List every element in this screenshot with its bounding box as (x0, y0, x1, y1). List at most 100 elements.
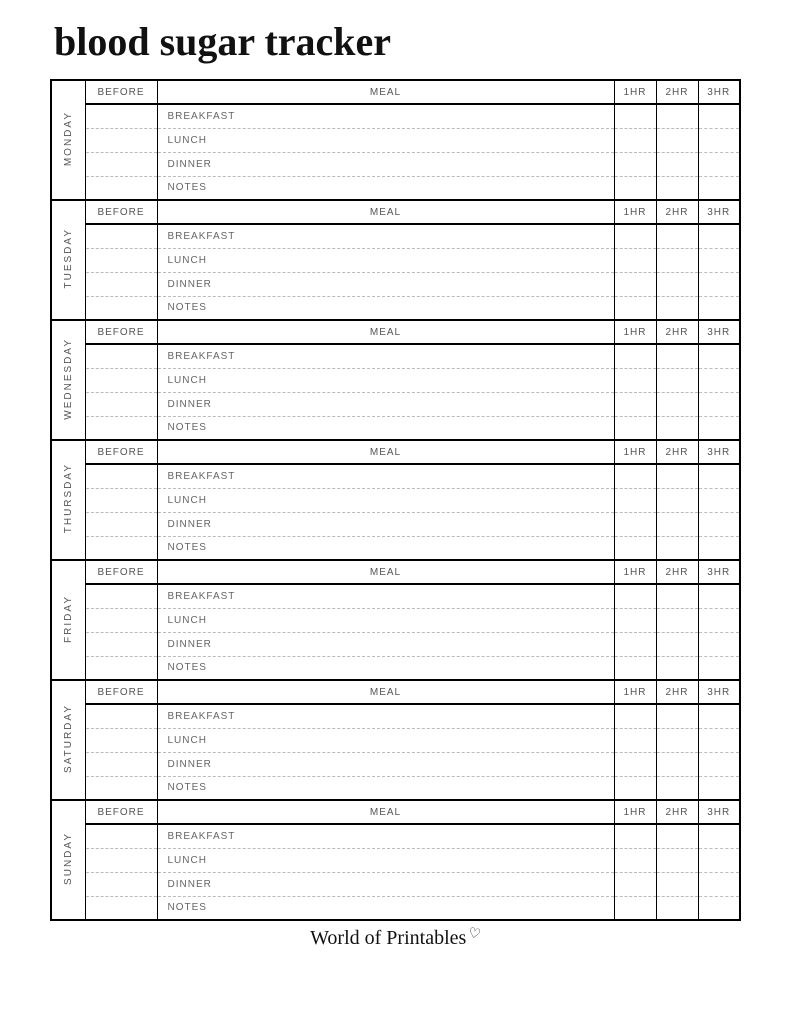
cell-meal-label: LUNCH (157, 128, 614, 152)
cell-before (85, 152, 157, 176)
cell-hr3 (698, 632, 740, 656)
column-header-hr2: 2HR (656, 560, 698, 584)
column-header-meal: MEAL (157, 440, 614, 464)
cell-before (85, 872, 157, 896)
cell-hr2 (656, 608, 698, 632)
cell-before (85, 848, 157, 872)
cell-meal-label: DINNER (157, 512, 614, 536)
data-row-breakfast: BREAKFAST (51, 344, 740, 368)
cell-hr1 (614, 104, 656, 128)
cell-hr3 (698, 248, 740, 272)
cell-hr3 (698, 464, 740, 488)
data-row-breakfast: BREAKFAST (51, 464, 740, 488)
cell-meal-label: NOTES (157, 656, 614, 680)
tracker-table: MONDAYBEFOREMEAL1HR2HR3HRBREAKFASTLUNCHD… (50, 79, 741, 921)
cell-hr1 (614, 752, 656, 776)
cell-before (85, 488, 157, 512)
cell-before (85, 536, 157, 560)
page-title: blood sugar tracker (54, 18, 741, 65)
cell-hr1 (614, 704, 656, 728)
cell-hr3 (698, 392, 740, 416)
cell-hr3 (698, 848, 740, 872)
cell-hr2 (656, 584, 698, 608)
cell-hr2 (656, 824, 698, 848)
column-header-hr2: 2HR (656, 680, 698, 704)
cell-hr2 (656, 248, 698, 272)
cell-meal-label: DINNER (157, 752, 614, 776)
day-header-row: WEDNESDAYBEFOREMEAL1HR2HR3HR (51, 320, 740, 344)
cell-hr3 (698, 368, 740, 392)
cell-meal-label: NOTES (157, 776, 614, 800)
cell-hr3 (698, 824, 740, 848)
cell-before (85, 416, 157, 440)
day-block-thursday: THURSDAYBEFOREMEAL1HR2HR3HRBREAKFASTLUNC… (51, 440, 740, 560)
cell-hr2 (656, 152, 698, 176)
column-header-before: BEFORE (85, 200, 157, 224)
cell-hr1 (614, 392, 656, 416)
column-header-hr1: 1HR (614, 440, 656, 464)
column-header-hr2: 2HR (656, 200, 698, 224)
cell-hr2 (656, 512, 698, 536)
cell-hr3 (698, 776, 740, 800)
cell-hr2 (656, 632, 698, 656)
cell-hr2 (656, 344, 698, 368)
cell-hr1 (614, 656, 656, 680)
cell-hr3 (698, 344, 740, 368)
cell-hr2 (656, 656, 698, 680)
column-header-hr2: 2HR (656, 800, 698, 824)
column-header-before: BEFORE (85, 80, 157, 104)
cell-meal-label: DINNER (157, 632, 614, 656)
cell-meal-label: BREAKFAST (157, 464, 614, 488)
cell-before (85, 224, 157, 248)
column-header-meal: MEAL (157, 200, 614, 224)
day-header-row: THURSDAYBEFOREMEAL1HR2HR3HR (51, 440, 740, 464)
column-header-hr3: 3HR (698, 200, 740, 224)
cell-before (85, 248, 157, 272)
data-row-notes: NOTES (51, 296, 740, 320)
cell-before (85, 392, 157, 416)
day-label: SUNDAY (63, 832, 74, 885)
data-row-breakfast: BREAKFAST (51, 704, 740, 728)
cell-hr1 (614, 296, 656, 320)
data-row-dinner: DINNER (51, 512, 740, 536)
cell-hr1 (614, 728, 656, 752)
day-label: MONDAY (63, 111, 74, 166)
day-block-sunday: SUNDAYBEFOREMEAL1HR2HR3HRBREAKFASTLUNCHD… (51, 800, 740, 920)
column-header-before: BEFORE (85, 440, 157, 464)
cell-meal-label: NOTES (157, 536, 614, 560)
cell-meal-label: BREAKFAST (157, 104, 614, 128)
page: blood sugar tracker MONDAYBEFOREMEAL1HR2… (0, 0, 791, 960)
column-header-meal: MEAL (157, 80, 614, 104)
cell-meal-label: LUNCH (157, 608, 614, 632)
cell-before (85, 608, 157, 632)
column-header-hr1: 1HR (614, 320, 656, 344)
data-row-dinner: DINNER (51, 152, 740, 176)
cell-hr1 (614, 224, 656, 248)
day-block-wednesday: WEDNESDAYBEFOREMEAL1HR2HR3HRBREAKFASTLUN… (51, 320, 740, 440)
footer-credit: World of Printables♡ (50, 927, 741, 950)
cell-hr1 (614, 176, 656, 200)
cell-meal-label: NOTES (157, 896, 614, 920)
cell-hr3 (698, 416, 740, 440)
data-row-lunch: LUNCH (51, 128, 740, 152)
cell-hr2 (656, 224, 698, 248)
data-row-notes: NOTES (51, 656, 740, 680)
cell-hr2 (656, 728, 698, 752)
cell-before (85, 344, 157, 368)
data-row-notes: NOTES (51, 536, 740, 560)
column-header-hr1: 1HR (614, 80, 656, 104)
column-header-meal: MEAL (157, 560, 614, 584)
cell-before (85, 896, 157, 920)
day-label-cell: THURSDAY (51, 440, 85, 560)
cell-hr3 (698, 728, 740, 752)
data-row-notes: NOTES (51, 176, 740, 200)
day-label-cell: MONDAY (51, 80, 85, 200)
day-header-row: TUESDAYBEFOREMEAL1HR2HR3HR (51, 200, 740, 224)
cell-hr2 (656, 704, 698, 728)
cell-hr1 (614, 536, 656, 560)
day-label: TUESDAY (63, 228, 74, 289)
data-row-notes: NOTES (51, 776, 740, 800)
column-header-before: BEFORE (85, 320, 157, 344)
column-header-hr2: 2HR (656, 320, 698, 344)
cell-hr1 (614, 896, 656, 920)
